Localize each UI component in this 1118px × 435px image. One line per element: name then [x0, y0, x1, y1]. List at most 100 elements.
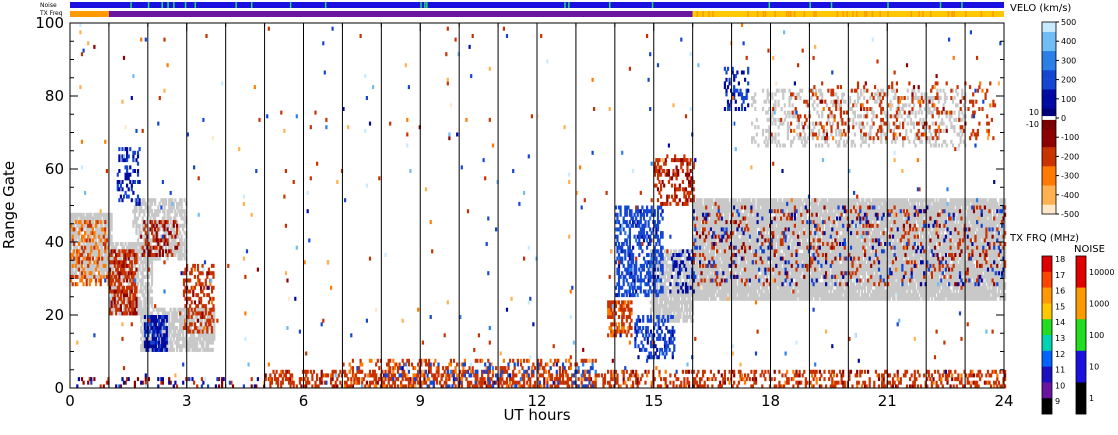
ground-scatter-cell [756, 256, 759, 261]
ground-scatter-cell [790, 267, 793, 272]
ground-scatter-cell [102, 249, 105, 254]
ground-scatter-cell [671, 318, 674, 323]
ground-scatter-cell [740, 231, 744, 236]
ground-scatter-cell [751, 271, 754, 276]
ground-scatter-cell [776, 249, 779, 254]
ground-scatter-cell [705, 223, 708, 228]
ground-scatter-cell [753, 205, 756, 210]
ground-scatter-cell [742, 267, 745, 272]
ground-scatter-cell [821, 227, 825, 232]
ground-scatter-cell [96, 274, 99, 279]
ground-scatter-cell [709, 256, 712, 261]
ground-scatter-cell [681, 296, 684, 301]
ground-scatter-cell [149, 311, 152, 316]
ground-scatter-cell [670, 253, 673, 257]
ground-scatter-cell [733, 256, 736, 261]
ground-scatter-cell [161, 238, 164, 243]
ground-scatter-cell [717, 278, 720, 283]
ground-scatter-cell [723, 271, 726, 276]
ground-scatter-cell [677, 315, 681, 319]
ground-scatter-cell [144, 256, 147, 261]
ground-scatter-cell [734, 285, 737, 290]
ground-scatter-cell [778, 212, 781, 217]
ground-scatter-cell [174, 212, 177, 217]
txfreq-bar-flag [803, 11, 806, 17]
ground-scatter-cell [82, 227, 85, 232]
ground-scatter-cell [772, 263, 775, 268]
ground-scatter-cell [736, 223, 739, 228]
ground-scatter-cell [848, 212, 851, 217]
ground-scatter-cell [831, 253, 834, 257]
txfreq-bar-flag [910, 11, 913, 17]
ground-scatter-cell [154, 234, 157, 239]
ground-scatter-cell [152, 212, 155, 217]
txfreq-bar-flag [918, 11, 920, 17]
ground-scatter-cell [685, 304, 688, 309]
ground-scatter-cell [104, 216, 107, 221]
ground-scatter-cell [812, 278, 815, 283]
ground-scatter-cell [851, 285, 854, 290]
ground-scatter-cell [104, 234, 107, 239]
ground-scatter-cell [812, 285, 815, 290]
ground-scatter-cell [126, 296, 129, 301]
ground-scatter-cell [152, 227, 155, 232]
ground-scatter-cell [853, 238, 856, 243]
ground-scatter-cell [773, 223, 776, 228]
ground-scatter-cell [806, 234, 809, 239]
ground-scatter-cell [719, 271, 722, 276]
ground-scatter-cell [856, 274, 859, 279]
ground-scatter-cell [716, 260, 719, 265]
ground-scatter-cell [826, 256, 829, 261]
ground-scatter-cell [101, 274, 104, 279]
ground-scatter-cell [208, 315, 211, 319]
ground-scatter-cell [717, 263, 720, 268]
ground-scatter-cell [84, 267, 87, 272]
ground-scatter-cell [77, 253, 80, 257]
ground-scatter-cell [832, 289, 835, 294]
ground-scatter-cell [854, 249, 857, 254]
ground-scatter-cell [94, 238, 98, 243]
ground-scatter-cell [722, 238, 725, 243]
ground-scatter-cell [759, 293, 762, 298]
ground-scatter-cell [141, 201, 144, 206]
ground-scatter-cell [868, 212, 871, 217]
ground-scatter-cell [208, 326, 211, 330]
ground-scatter-cell [668, 253, 671, 257]
ground-scatter-cell [756, 267, 759, 272]
ground-scatter-cell [849, 263, 853, 268]
ground-scatter-cell [798, 271, 801, 276]
ground-scatter-cell [778, 278, 781, 283]
ground-scatter-cell [723, 216, 726, 221]
ground-scatter-cell [770, 296, 773, 301]
ground-scatter-cell [739, 205, 742, 210]
ground-scatter-cell [793, 293, 796, 298]
ground-scatter-cell [748, 274, 751, 279]
ground-scatter-cell [133, 205, 136, 210]
ground-scatter-cell [708, 282, 711, 287]
ground-scatter-cell [168, 238, 171, 243]
ground-scatter-cell [831, 231, 834, 236]
ground-scatter-cell [726, 263, 730, 268]
ground-scatter-cell [706, 256, 709, 261]
ground-scatter-cell [776, 278, 779, 283]
ground-scatter-cell [692, 223, 695, 228]
ground-scatter-cell [694, 220, 697, 225]
ground-scatter-cell [845, 231, 848, 236]
ground-scatter-cell [854, 253, 857, 257]
ground-scatter-cell [787, 220, 790, 225]
ground-scatter-cell [731, 267, 734, 272]
ground-scatter-cell [733, 198, 736, 203]
ground-scatter-cell [745, 209, 748, 214]
ground-scatter-cell [784, 212, 787, 217]
ground-scatter-cell [787, 205, 790, 210]
ground-scatter-cell [779, 285, 782, 290]
ground-scatter-cell [837, 220, 840, 225]
ground-scatter-cell [759, 216, 762, 221]
ground-scatter-cell [169, 253, 172, 257]
ground-scatter-cell [849, 253, 853, 257]
ground-scatter-cell [779, 260, 782, 265]
ground-scatter-cell [85, 227, 88, 232]
ground-scatter-cell [758, 256, 761, 261]
ground-scatter-cell [793, 227, 796, 232]
ground-scatter-cell [736, 256, 739, 261]
